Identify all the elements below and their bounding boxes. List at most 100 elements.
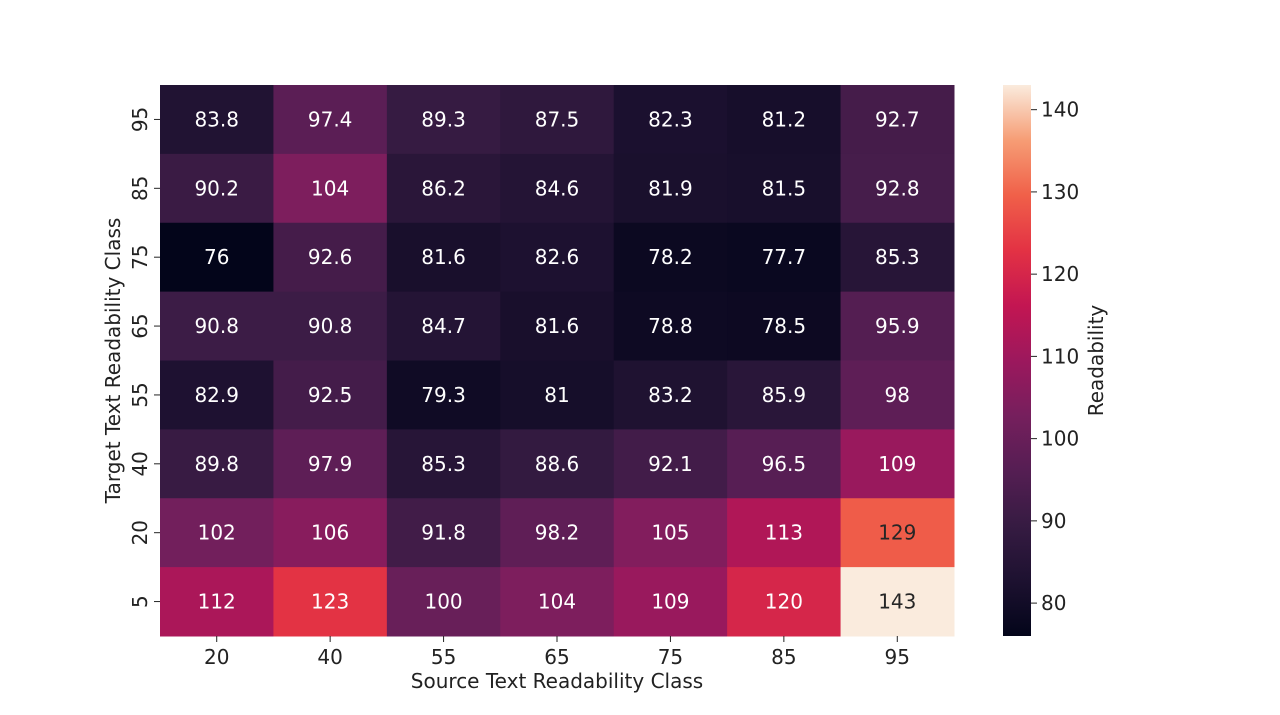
heatmap-cell: [500, 498, 615, 568]
heatmap-cell: [613, 360, 728, 430]
colorbar-tick-label: 110: [1041, 344, 1079, 368]
heatmap-cell: [273, 153, 388, 224]
heatmap-cell-value: 104: [311, 176, 349, 200]
heatmap-cell-value: 120: [765, 590, 803, 614]
heatmap-cell: [840, 567, 955, 637]
heatmap-cell: [840, 291, 955, 361]
heatmap-cell-value: 97.4: [308, 107, 353, 131]
heatmap-cell-value: 81.6: [421, 245, 466, 269]
heatmap-cell-value: 84.6: [535, 176, 580, 200]
heatmap-cell-value: 78.5: [762, 314, 807, 338]
heatmap-cell: [273, 222, 388, 293]
heatmap-cell-value: 106: [311, 521, 349, 545]
heatmap-cell: [613, 498, 728, 568]
heatmap-cell-value: 112: [198, 590, 236, 614]
x-tick-label: 40: [317, 645, 342, 669]
heatmap-cell-value: 81.5: [762, 176, 807, 200]
heatmap-cell: [160, 85, 274, 155]
heatmap-cell: [273, 85, 388, 155]
heatmap-cell: [840, 360, 955, 430]
heatmap-cell: [386, 360, 501, 430]
heatmap-cell-value: 83.8: [194, 107, 239, 131]
heatmap-cell-value: 90.8: [308, 314, 353, 338]
heatmap-cell: [273, 567, 388, 637]
colorbar: [1003, 85, 1031, 636]
heatmap-cell: [613, 153, 728, 224]
heatmap-cell-value: 100: [424, 590, 462, 614]
x-tick-label: 95: [885, 645, 910, 669]
heatmap-cell: [840, 429, 955, 499]
heatmap-cell: [386, 291, 501, 361]
heatmap-cell-value: 85.3: [421, 452, 466, 476]
heatmap-cell: [840, 222, 955, 293]
colorbar-tick-label: 90: [1041, 509, 1066, 533]
heatmap-cell-value: 83.2: [648, 383, 693, 407]
x-tick-label: 75: [658, 645, 683, 669]
y-tick-label: 85: [128, 176, 152, 201]
heatmap-cell: [500, 360, 615, 430]
heatmap-cell-value: 89.8: [194, 452, 239, 476]
heatmap-cell-value: 82.3: [648, 107, 693, 131]
heatmap-cell: [386, 85, 501, 155]
y-axis-ticks: 95 85 75 65 55 40 20 5: [128, 107, 160, 608]
heatmap-cell-value: 98.2: [535, 521, 580, 545]
heatmap-cell: [160, 498, 274, 568]
heatmap-cell-value: 77.7: [762, 245, 807, 269]
heatmap-cell: [727, 291, 842, 361]
heatmap-cell-value: 102: [198, 521, 236, 545]
x-tick-label: 20: [204, 645, 229, 669]
heatmap-cell: [273, 429, 388, 499]
heatmap-cell-value: 85.3: [875, 245, 920, 269]
heatmap-cell-value: 92.8: [875, 176, 920, 200]
heatmap-cell-value: 92.1: [648, 452, 693, 476]
heatmap-cell: [727, 85, 842, 155]
colorbar-tick-label: 140: [1041, 98, 1079, 122]
heatmap-cell-value: 82.9: [194, 383, 239, 407]
heatmap-cell-value: 92.6: [308, 245, 353, 269]
heatmap-cell: [840, 498, 955, 568]
heatmap-cell: [160, 429, 274, 499]
heatmap-cell: [273, 498, 388, 568]
heatmap-cell-value: 81: [544, 383, 569, 407]
heatmap-cell-value: 88.6: [535, 452, 580, 476]
heatmap-cell: [613, 85, 728, 155]
heatmap-cell: [273, 291, 388, 361]
colorbar-tick-label: 120: [1041, 262, 1079, 286]
heatmap-cell-value: 90.2: [194, 176, 239, 200]
heatmap-cell: [500, 429, 615, 499]
heatmap-cell: [500, 153, 615, 224]
colorbar-tick-label: 130: [1041, 180, 1079, 204]
heatmap-cell-value: 76: [204, 245, 229, 269]
heatmap-cell-labels: 83.8 97.4 89.3 87.5 82.3 81.2 92.7 90.2 104 86.2 8…: [194, 107, 919, 613]
heatmap-cell-value: 82.6: [535, 245, 580, 269]
heatmap-cell: [160, 291, 274, 361]
heatmap-cell-value: 104: [538, 590, 576, 614]
heatmap-cell: [386, 567, 501, 637]
heatmap-cell-value: 109: [878, 452, 916, 476]
heatmap-cell-value: 123: [311, 590, 349, 614]
x-axis-label: Source Text Readability Class: [411, 669, 703, 693]
colorbar-ticks: 80 90 100 110 120 130 140: [1031, 98, 1079, 615]
heatmap-cell-value: 92.5: [308, 383, 353, 407]
heatmap-cell-value: 91.8: [421, 521, 466, 545]
heatmap-cell-value: 78.2: [648, 245, 693, 269]
heatmap-cell-value: 85.9: [762, 383, 807, 407]
y-axis-label: Target Text Readability Class: [101, 218, 125, 505]
heatmap-cell: [160, 567, 274, 637]
heatmap-cell-value: 98: [885, 383, 910, 407]
heatmap-cell-value: 129: [878, 521, 916, 545]
heatmap-cell-value: 96.5: [762, 452, 807, 476]
heatmap-cell: [613, 429, 728, 499]
heatmap-cell: [727, 567, 842, 637]
heatmap-cell: [727, 498, 842, 568]
heatmap-cell: [840, 85, 955, 155]
heatmap-cell-value: 81.9: [648, 176, 693, 200]
heatmap-cell: [500, 222, 615, 293]
y-tick-label: 40: [128, 451, 152, 476]
colorbar-label: Readability: [1084, 305, 1108, 417]
heatmap-cell-value: 113: [765, 521, 803, 545]
x-axis-ticks: 20 40 55 65 75 85 95: [204, 636, 910, 669]
heatmap-cell: [840, 153, 955, 224]
heatmap-cells: [160, 85, 955, 637]
heatmap-cell: [160, 153, 274, 224]
